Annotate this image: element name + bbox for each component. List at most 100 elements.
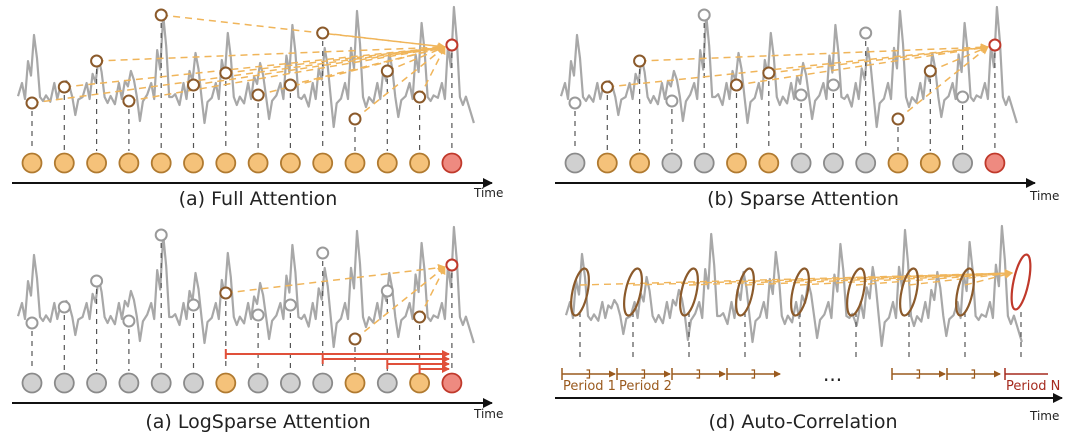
token-attended [118, 152, 140, 174]
series-point-marker [187, 298, 200, 312]
series-point-marker [219, 66, 233, 80]
time-label-full: Time [473, 186, 503, 200]
series-point-marker [25, 96, 39, 110]
token-inactive [823, 152, 844, 174]
token-inactive [247, 372, 269, 394]
period-1-label: Period 1 [563, 379, 616, 394]
series-point-marker [762, 66, 776, 80]
series-point-marker [154, 228, 168, 242]
token-inactive [279, 372, 301, 394]
token-attended [215, 372, 237, 394]
series-point-marker [665, 94, 679, 108]
attention-arrow [736, 44, 989, 86]
series-point-marker [348, 112, 362, 126]
panel-sparse-attention [555, 5, 1036, 188]
series-point-marker [90, 274, 104, 288]
time-series-line [16, 225, 475, 349]
token-attended [215, 152, 237, 174]
attention-arrow [128, 44, 446, 102]
period-2-label: Period 2 [619, 379, 672, 394]
token-inactive [564, 152, 586, 174]
attention-arrow [768, 43, 989, 74]
attention-arrow [387, 45, 446, 72]
token-inactive [312, 372, 334, 394]
period-ellipse [623, 267, 643, 317]
token-query [441, 372, 463, 394]
attention-arrow [322, 32, 446, 51]
series-point-marker [923, 64, 937, 78]
attention-arrow [96, 43, 446, 62]
token-attended [758, 152, 780, 174]
period-ellipse [679, 267, 699, 317]
correlation-arrow [744, 269, 1013, 286]
caption-logsparse-attention: (a) LogSparse Attention [145, 411, 370, 433]
token-attended [86, 152, 107, 174]
token-inactive [118, 372, 140, 394]
token-inactive [183, 372, 204, 394]
caption-sparse-attention: (b) Sparse Attention [707, 188, 899, 210]
series-point-marker [956, 90, 970, 104]
series-point-marker [187, 78, 200, 92]
series-point-marker [154, 8, 168, 22]
panel-full-attention [12, 5, 493, 188]
time-series-line [559, 5, 1018, 129]
token-attended [887, 152, 909, 174]
attention-arrow [225, 263, 446, 294]
caption-auto-correlation: (d) Auto-Correlation [708, 411, 897, 433]
series-point-marker [283, 298, 297, 312]
period-center-mark [696, 369, 701, 379]
token-attended [344, 372, 366, 394]
series-point-marker [600, 80, 614, 94]
series-point-marker [633, 54, 647, 68]
attention-arrow [607, 43, 989, 88]
series-point-marker [794, 88, 808, 102]
token-attended [596, 152, 618, 174]
token-query [984, 152, 1006, 174]
series-point-marker [568, 96, 582, 110]
token-attended [279, 152, 301, 174]
token-attended [629, 152, 650, 174]
series-point-marker [57, 300, 71, 314]
query-marker [445, 38, 459, 52]
token-attended [53, 152, 75, 174]
token-query [441, 152, 463, 174]
period-ellipse [790, 267, 810, 317]
ellipsis: ... [823, 362, 842, 386]
series-point-marker [316, 26, 330, 40]
series-point-marker [316, 246, 330, 260]
series-point-marker [25, 316, 39, 330]
period-ellipse [570, 267, 590, 317]
series-point-marker [348, 332, 362, 346]
token-inactive [21, 372, 43, 394]
series-point-marker [122, 314, 136, 328]
token-inactive [790, 152, 812, 174]
period-ellipse [955, 267, 975, 317]
series-point-marker [730, 78, 743, 92]
token-inactive [693, 152, 715, 174]
period-center-mark [641, 369, 646, 379]
time-label-logsparse: Time [473, 407, 503, 421]
attention-arrow [290, 44, 446, 86]
attention-arrow [161, 14, 446, 51]
series-point-marker [251, 88, 265, 102]
query-marker [445, 258, 459, 272]
series-point-marker [380, 64, 394, 78]
token-attended [247, 152, 269, 174]
series-point-marker [859, 26, 873, 40]
token-attended [312, 152, 334, 174]
token-attended [21, 152, 43, 174]
token-inactive [150, 372, 172, 394]
period-ellipse [899, 267, 919, 317]
token-attended [409, 372, 431, 394]
period-center-mark [751, 369, 756, 379]
period-center-mark [586, 369, 591, 379]
attention-arrow [418, 266, 446, 318]
token-attended [183, 152, 204, 174]
series-point-marker [57, 80, 71, 94]
panel-logsparse-attention [12, 225, 493, 408]
series-point-marker [891, 112, 905, 126]
series-point-marker [380, 284, 394, 298]
caption-full-attention: (a) Full Attention [179, 188, 338, 210]
series-point-marker [697, 8, 711, 22]
